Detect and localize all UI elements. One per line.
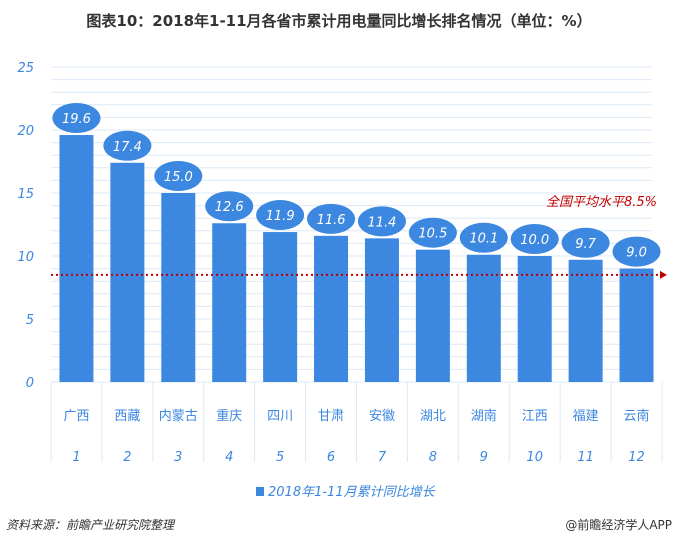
data-label: 15.0 [164,170,193,185]
x-tick-label: 甘肃 [318,409,344,424]
y-tick-label: 0 [26,376,34,391]
bar [161,193,196,382]
y-tick-label: 25 [17,61,34,76]
data-label: 11.6 [317,213,346,228]
rank-label: 4 [225,450,233,465]
x-tick-label: 广西 [63,409,89,424]
rank-label: 7 [378,450,387,465]
data-label: 10.5 [418,227,447,242]
data-label: 11.9 [266,209,295,224]
bar [517,256,552,382]
y-tick-label: 15 [17,187,34,202]
average-label: 全国平均水平8.5% [546,194,657,210]
data-label-bubble [357,206,406,237]
data-label-bubble [408,217,457,248]
x-tick-label: 重庆 [216,408,242,424]
legend-swatch [256,487,264,496]
rank-label: 11 [577,450,594,465]
legend-label: 2018年1-11月累计同比增长 [268,485,436,500]
x-tick-label: 西藏 [114,409,140,424]
data-label-bubble [52,103,101,134]
arrow-icon [660,270,667,279]
chart-title: 图表10：2018年1-11月各省市累计用电量同比增长排名情况（单位：%） [86,12,592,30]
bar [619,268,654,382]
rank-label: 10 [526,450,543,465]
bar [263,232,298,382]
brand-note: @前瞻经济学人APP [565,518,672,532]
x-tick-label: 内蒙古 [159,408,198,424]
rank-label: 12 [628,450,645,465]
data-label: 9.7 [575,237,596,252]
data-label-bubble [561,227,610,258]
x-tick-label: 四川 [267,409,293,424]
data-label: 12.6 [215,200,244,215]
data-label: 9.0 [626,246,647,261]
data-label: 10.0 [520,233,549,248]
rank-label: 8 [429,450,437,465]
data-label: 11.4 [367,215,396,230]
bar [364,238,399,382]
x-tick-label: 湖北 [420,409,446,424]
bar [415,249,450,382]
data-label-bubble [103,130,152,161]
bar [212,223,247,382]
data-label-bubble [612,236,661,267]
x-tick-label: 江西 [522,409,548,424]
rank-label: 1 [72,450,80,465]
data-label: 17.4 [113,140,142,155]
source-note: 资料来源：前瞻产业研究院整理 [6,518,175,532]
rank-label: 2 [123,450,131,465]
data-label-bubble [307,203,356,234]
rank-label: 3 [174,450,182,465]
rank-label: 5 [276,450,284,465]
x-tick-label: 福建 [573,409,599,424]
bar [59,135,94,382]
data-label-bubble [154,161,203,191]
bar [466,254,501,382]
data-label-bubble [205,191,254,222]
data-label: 10.1 [469,232,498,247]
data-label: 19.6 [62,112,91,127]
data-label-bubble [256,200,305,231]
bar [110,162,145,382]
x-tick-label: 云南 [624,408,650,424]
data-label-bubble [459,222,508,253]
x-tick-label: 安徽 [369,409,395,424]
y-tick-label: 10 [17,250,34,265]
x-tick-label: 湖南 [471,408,497,424]
bar [568,259,603,382]
rank-label: 6 [327,450,335,465]
data-label-bubble [510,224,559,254]
rank-label: 9 [480,450,488,465]
y-tick-label: 20 [17,124,34,139]
y-tick-label: 5 [26,313,34,328]
bar [314,235,349,382]
